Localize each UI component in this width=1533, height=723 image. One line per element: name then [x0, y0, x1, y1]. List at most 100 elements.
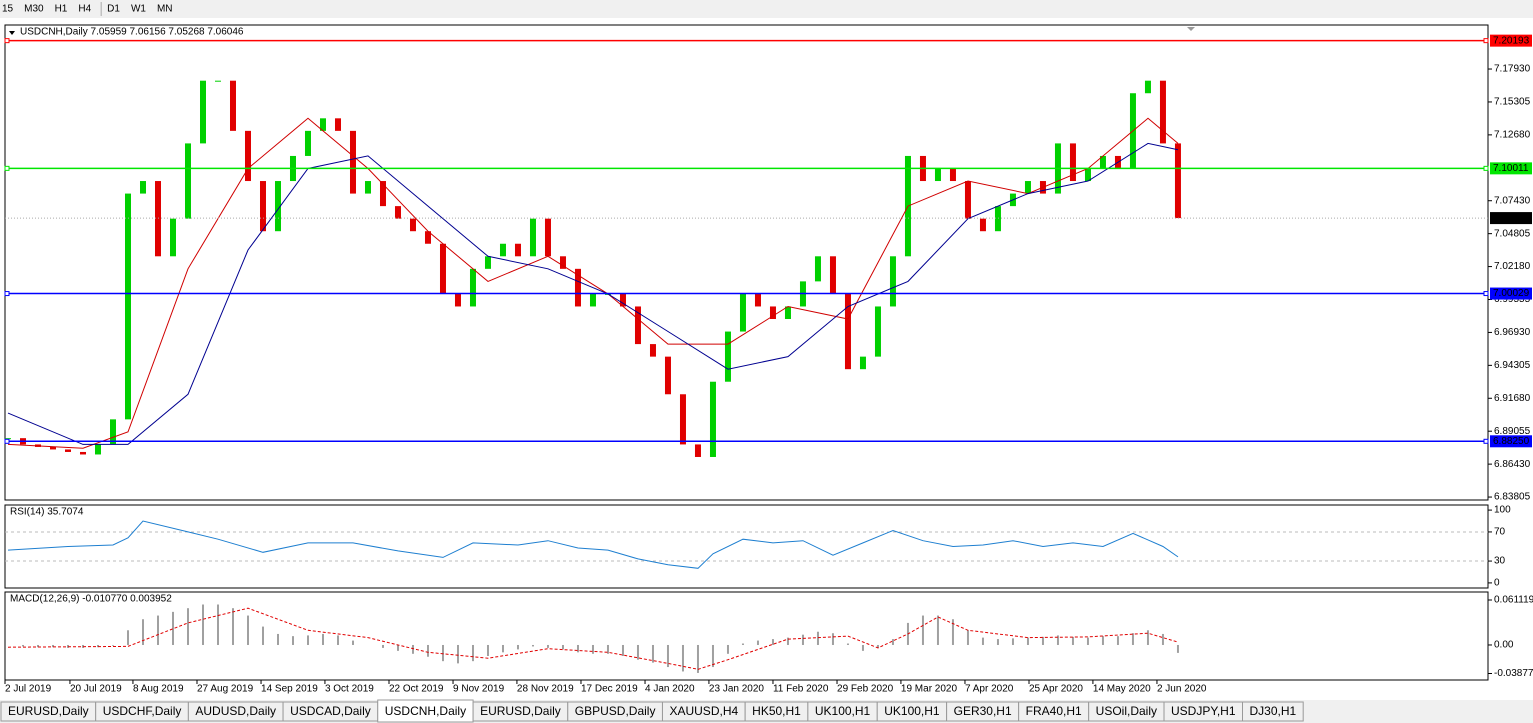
- x-tick-label: 25 Apr 2020: [1029, 684, 1083, 695]
- y-tick-label: 6.89055: [1494, 426, 1531, 437]
- timeframe-button[interactable]: H4: [78, 4, 91, 15]
- x-tick-label: 23 Jan 2020: [709, 684, 764, 695]
- candle-body: [859, 356, 866, 370]
- tab[interactable]: GER30,H1: [946, 701, 1020, 722]
- candle-body: [49, 446, 56, 450]
- hline-handle[interactable]: [1483, 438, 1489, 444]
- candle-body: [544, 218, 551, 257]
- tab-label[interactable]: XAUUSD,H4: [669, 704, 738, 718]
- tab[interactable]: UK100,H1: [876, 701, 948, 722]
- candle-body: [1084, 168, 1091, 182]
- hline-handle[interactable]: [4, 38, 10, 44]
- tab-label[interactable]: HK50,H1: [752, 704, 801, 718]
- timeframe-button[interactable]: 15: [2, 4, 14, 15]
- candle-body: [214, 80, 221, 82]
- tab-label[interactable]: USDCAD,Daily: [290, 704, 371, 718]
- tab[interactable]: USDCHF,Daily: [95, 701, 189, 722]
- y-tick-label: 7.17930: [1494, 64, 1531, 75]
- candle-body: [1144, 80, 1151, 94]
- price-label-bg: [1490, 287, 1532, 300]
- y-tick-label: 0.061119: [1494, 595, 1533, 606]
- hline-handle[interactable]: [4, 438, 10, 444]
- tab[interactable]: AUDUSD,Daily: [187, 701, 284, 722]
- tab-label[interactable]: GER30,H1: [954, 704, 1012, 718]
- tab-label[interactable]: USOil,Daily: [1096, 704, 1157, 718]
- candle-body: [724, 331, 731, 382]
- tab-label[interactable]: USDCHF,Daily: [103, 704, 182, 718]
- candle-body: [994, 206, 1001, 232]
- timeframe-button[interactable]: D1: [107, 4, 120, 15]
- candle-body: [79, 451, 86, 455]
- y-tick-label: 7.07430: [1494, 195, 1531, 206]
- candle-body: [199, 80, 206, 144]
- tab-label[interactable]: EURUSD,Daily: [8, 704, 89, 718]
- candle-body: [499, 243, 506, 257]
- tab-label[interactable]: USDCNH,Daily: [385, 704, 466, 718]
- x-tick-label: 27 Aug 2019: [197, 684, 254, 695]
- toolbar: [0, 0, 1533, 18]
- tab-label[interactable]: DJ30,H1: [1250, 704, 1297, 718]
- timeframe-button[interactable]: H1: [55, 4, 68, 15]
- tab[interactable]: UK100,H1: [807, 701, 878, 722]
- rsi-pane: [4, 504, 1489, 589]
- candle-body: [409, 218, 416, 232]
- hline-handle[interactable]: [4, 165, 10, 171]
- timeframe-button[interactable]: M30: [24, 4, 44, 15]
- tab-label[interactable]: UK100,H1: [884, 704, 940, 718]
- tab-label[interactable]: FRA40,H1: [1026, 704, 1082, 718]
- hline-label: 7.00029: [1493, 288, 1530, 299]
- x-tick-label: 2 Jun 2020: [1157, 684, 1207, 695]
- tab-label[interactable]: EURUSD,Daily: [480, 704, 561, 718]
- tab[interactable]: EURUSD,Daily: [0, 701, 97, 722]
- tab[interactable]: FRA40,H1: [1018, 701, 1090, 722]
- candle-body: [184, 143, 191, 219]
- x-tick-label: 8 Aug 2019: [133, 684, 184, 695]
- candle-body: [664, 356, 671, 395]
- tab[interactable]: GBPUSD,Daily: [567, 701, 663, 722]
- tab[interactable]: EURUSD,Daily: [472, 701, 569, 722]
- tab-bg[interactable]: [1242, 701, 1304, 722]
- tab-label[interactable]: USDJPY,H1: [1171, 704, 1236, 718]
- timeframe-button[interactable]: MN: [157, 4, 173, 15]
- collapse-arrow[interactable]: [9, 31, 15, 35]
- tab-label[interactable]: AUDUSD,Daily: [195, 704, 276, 718]
- current-price-label: 7.06046: [1493, 213, 1530, 224]
- x-tick-label: 11 Feb 2020: [773, 684, 829, 695]
- candle-body: [394, 206, 401, 219]
- candle-body: [649, 344, 656, 357]
- candle-body: [934, 168, 941, 182]
- y-tick-label: 70: [1494, 527, 1506, 538]
- timeframe-button[interactable]: W1: [131, 4, 146, 15]
- hline-handle[interactable]: [1483, 165, 1489, 171]
- hline-handle[interactable]: [1483, 38, 1489, 44]
- signal-line: [7, 607, 1179, 670]
- tab-label[interactable]: UK100,H1: [815, 704, 871, 718]
- tab[interactable]: USOil,Daily: [1088, 701, 1165, 722]
- x-tick-label: 29 Feb 2020: [837, 684, 894, 695]
- tab[interactable]: XAUUSD,H4: [661, 701, 746, 722]
- x-tick-label: 2 Jul 2019: [5, 684, 52, 695]
- candle-body: [454, 293, 461, 307]
- tab[interactable]: USDCNH,Daily: [377, 699, 474, 723]
- candle-body: [814, 256, 821, 282]
- y-tick-label: 7.15305: [1494, 97, 1531, 108]
- candle-body: [94, 444, 101, 455]
- pane-title: MACD(12,26,9) -0.010770 0.003952: [10, 594, 172, 605]
- candle-body: [259, 181, 266, 232]
- hline-handle[interactable]: [1483, 291, 1489, 297]
- tab-label[interactable]: GBPUSD,Daily: [575, 704, 656, 718]
- x-tick-label: 17 Dec 2019: [581, 684, 638, 695]
- x-tick-label: 3 Oct 2019: [325, 684, 374, 695]
- price-label-bg: [1490, 162, 1532, 175]
- y-tick-label: 7.12680: [1494, 130, 1531, 141]
- hline-handle[interactable]: [4, 291, 10, 297]
- y-tick-label: 7.02180: [1494, 261, 1531, 272]
- tab[interactable]: USDJPY,H1: [1163, 701, 1243, 722]
- tab[interactable]: DJ30,H1: [1242, 701, 1304, 722]
- tab[interactable]: HK50,H1: [744, 701, 809, 722]
- candle-body: [124, 193, 131, 420]
- tab[interactable]: USDCAD,Daily: [282, 701, 379, 722]
- candle-body: [844, 293, 851, 370]
- candle-body: [784, 306, 791, 320]
